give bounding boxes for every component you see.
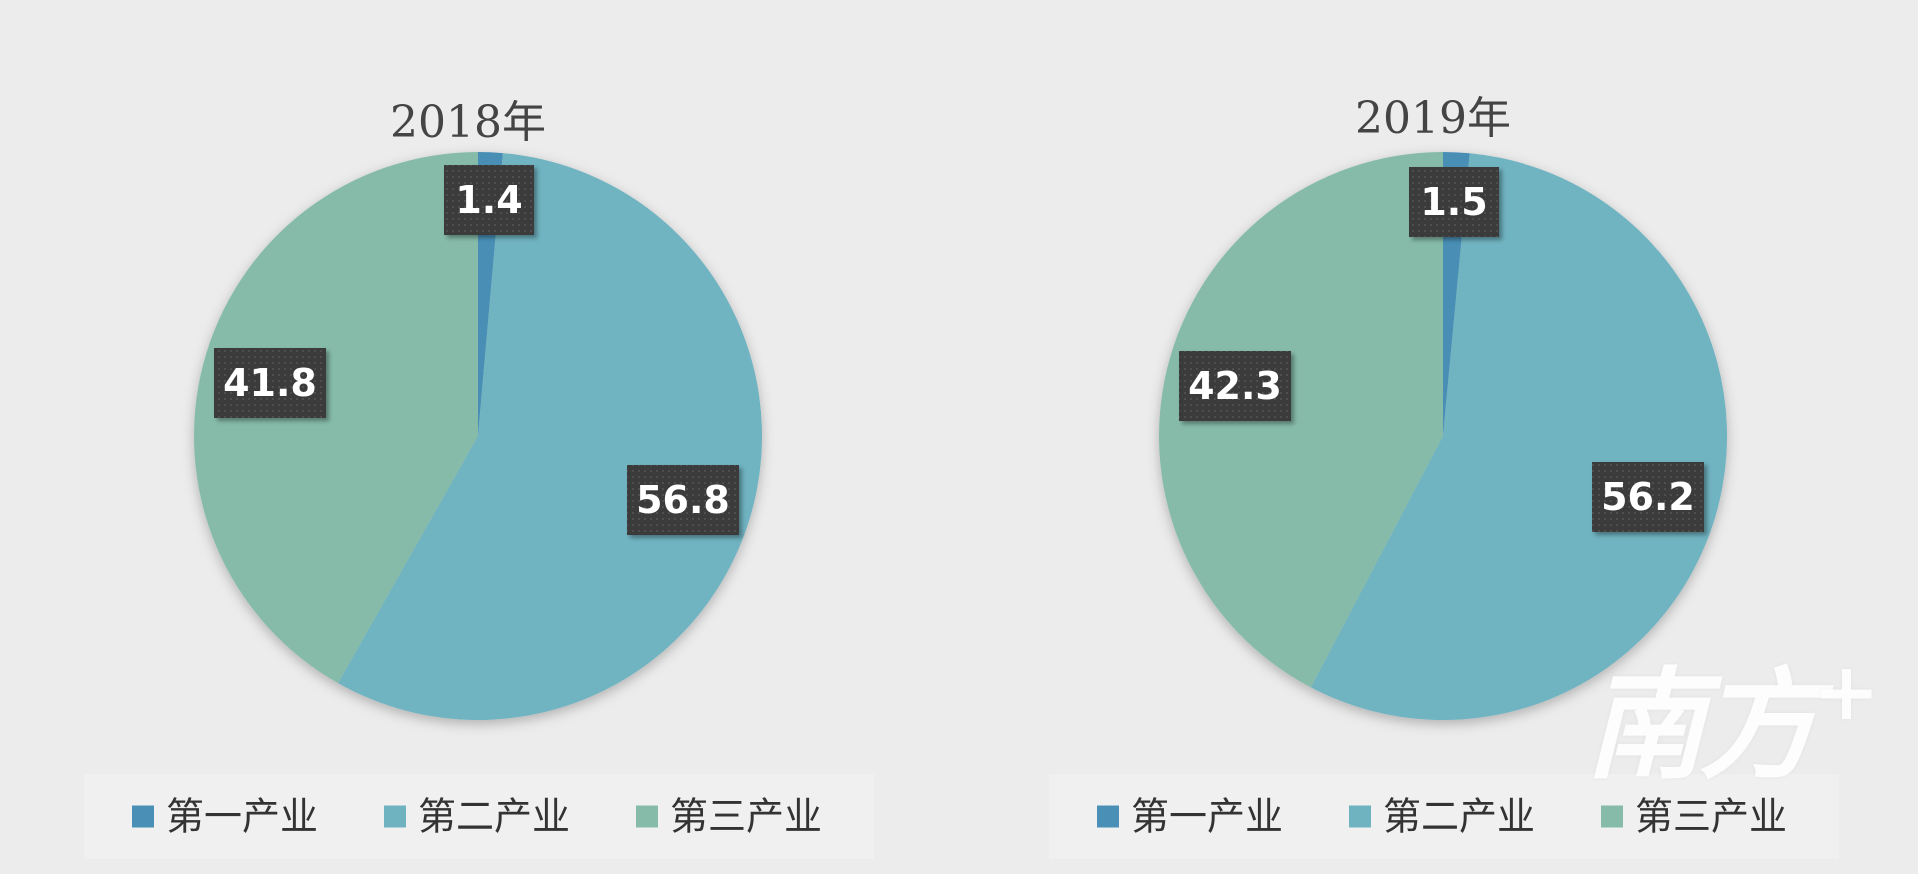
chart-title: 2018年 <box>390 97 546 148</box>
legend: 第一产业 第二产业 第三产业 <box>84 774 874 859</box>
pie-slice <box>1310 153 1727 721</box>
legend-label: 第二产业 <box>1383 795 1535 839</box>
legend-item: 第二产业 <box>1349 795 1535 839</box>
data-label-box <box>627 465 739 535</box>
data-label-box <box>444 165 534 235</box>
legend-item: 第一产业 <box>132 795 318 839</box>
data-label-value: 56.2 <box>1601 475 1695 519</box>
data-label-value: 42.3 <box>1188 364 1282 408</box>
legend-item: 第三产业 <box>636 795 822 839</box>
legend-label: 第二产业 <box>418 795 570 839</box>
legend-item: 第一产业 <box>1097 795 1283 839</box>
data-label-box <box>1592 462 1704 532</box>
legend-swatch <box>1349 805 1371 828</box>
data-label: 1.4 <box>444 165 534 235</box>
legend-label: 第三产业 <box>1635 795 1787 839</box>
legend-item: 第二产业 <box>384 795 570 839</box>
legend-label: 第三产业 <box>670 795 822 839</box>
pie-chart-2018: 2018年 1.4 56.8 41.8 第一产业 第二产业 第三产业 <box>84 97 874 859</box>
data-label: 41.8 <box>214 348 326 418</box>
legend-swatch <box>384 805 406 828</box>
legend-item: 第三产业 <box>1601 795 1787 839</box>
pie-slice <box>1159 152 1443 688</box>
data-label: 56.8 <box>627 465 739 535</box>
data-label: 42.3 <box>1179 351 1291 421</box>
pie-slices <box>194 152 762 721</box>
data-label-box <box>1409 167 1499 237</box>
chart-title: 2019年 <box>1355 93 1511 144</box>
legend-box <box>1049 774 1839 859</box>
data-label-box <box>1179 351 1291 421</box>
legend-swatch <box>1097 805 1119 828</box>
pie-slice <box>194 152 478 684</box>
data-label-value: 1.4 <box>455 178 522 222</box>
pie-slice <box>338 153 762 721</box>
pie-slices <box>1159 152 1727 721</box>
data-label-value: 1.5 <box>1420 180 1487 224</box>
data-label: 56.2 <box>1592 462 1704 532</box>
legend-label: 第一产业 <box>1131 795 1283 839</box>
legend-swatch <box>636 805 658 828</box>
data-label-box <box>214 348 326 418</box>
legend-swatch <box>132 805 154 828</box>
legend-swatch <box>1601 805 1623 828</box>
legend: 第一产业 第二产业 第三产业 <box>1049 774 1839 859</box>
legend-box <box>84 774 874 859</box>
pie-chart-2019: 2019年 1.5 56.2 42.3 第一产业 第二产业 第三产业 <box>1049 93 1839 859</box>
legend-label: 第一产业 <box>166 795 318 839</box>
data-label-value: 41.8 <box>223 361 317 405</box>
data-label: 1.5 <box>1409 167 1499 237</box>
data-label-value: 56.8 <box>636 478 730 522</box>
